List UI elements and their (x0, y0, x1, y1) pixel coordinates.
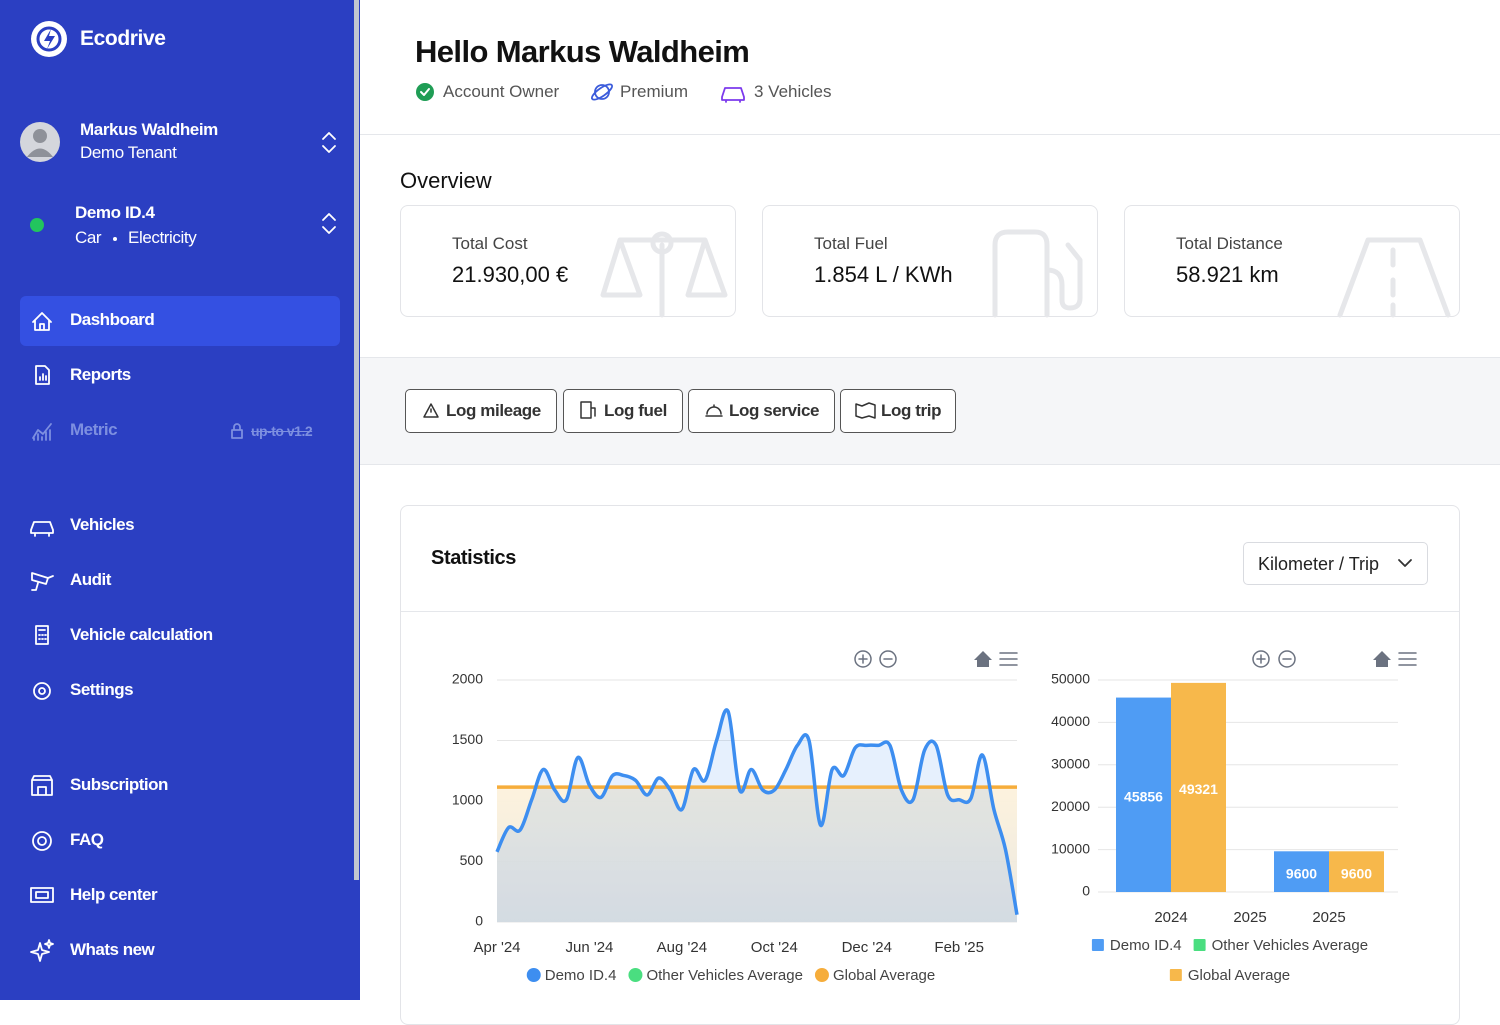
nav-item[interactable]: Subscription (20, 761, 340, 811)
nav-label: Whats new (70, 940, 155, 959)
card-label: Total Fuel (814, 234, 888, 253)
nav-label: Reports (70, 365, 131, 384)
sidebar: Ecodrive Markus Waldheim Demo Tenant Dem… (0, 0, 360, 1000)
y-tick-label: 10000 (1051, 840, 1090, 856)
legend-marker (1091, 939, 1104, 951)
card-label: Total Cost (452, 234, 528, 253)
nav-item-active[interactable]: Dashboard (20, 296, 340, 346)
legend-marker (814, 968, 829, 982)
bar (1329, 851, 1384, 892)
x-tick-label: 2025 (1233, 909, 1266, 926)
y-tick-label: 1000 (452, 792, 483, 808)
badge: 3 Vehicles (754, 82, 832, 101)
nav-label: Dashboard (70, 310, 155, 329)
nav-label: Help center (70, 885, 158, 904)
legend-label: Other Vehicles Average (646, 967, 803, 984)
y-tick-label: 20000 (1051, 798, 1090, 814)
nav-item[interactable]: FAQ (20, 816, 340, 866)
y-tick-label: 50000 (1051, 671, 1090, 687)
nav-label: Vehicle calculation (70, 625, 213, 644)
legend-marker (1169, 969, 1182, 981)
user-tenant: Demo Tenant (80, 143, 177, 162)
x-tick-label: Feb '25 (934, 939, 984, 956)
y-tick-label: 30000 (1051, 756, 1090, 772)
nav-item[interactable]: Audit (20, 556, 340, 606)
x-tick-label: 2025 (1312, 909, 1345, 926)
divider (401, 611, 1459, 612)
y-tick-label: 0 (475, 913, 483, 929)
brand: Ecodrive (80, 27, 166, 50)
card-value: 1.854 L / KWh (814, 262, 953, 287)
bar-value-label: 49321 (1179, 781, 1218, 797)
bar-value-label: 9600 (1341, 865, 1372, 881)
legend-label: Global Average (833, 967, 935, 984)
y-tick-label: 1500 (452, 731, 483, 747)
area-fill (497, 709, 1017, 922)
nav-item[interactable]: Whats new (20, 926, 340, 976)
vehicle-fuel: Electricity (128, 228, 197, 247)
legend-label: Other Vehicles Average (1212, 937, 1369, 954)
legend-marker (526, 968, 541, 982)
nav-item[interactable]: Vehicle calculation (20, 611, 340, 661)
x-tick-label: Apr '24 (473, 939, 520, 956)
x-tick-label: Jun '24 (565, 939, 613, 956)
legend-label: Demo ID.4 (545, 967, 617, 984)
nav-item[interactable]: Help center (20, 871, 340, 921)
legend-marker (628, 968, 643, 982)
y-tick-label: 2000 (452, 671, 483, 687)
statistics-title: Statistics (431, 547, 516, 569)
section-title: Overview (400, 168, 492, 193)
card-label: Total Distance (1176, 234, 1283, 253)
bar-value-label: 9600 (1286, 865, 1317, 881)
vehicle-name[interactable]: Demo ID.4 (75, 203, 155, 222)
nav-label: Metric (70, 420, 118, 439)
charts: 0 500 1000 1500 2000 Apr '24 Jun '24 Aug '24 Oct… (452, 671, 1398, 984)
area-fill (497, 787, 1017, 922)
y-tick-label: 500 (460, 852, 484, 868)
metric-select[interactable]: Kilometer / Trip (1243, 542, 1428, 585)
card-value: 58.921 km (1176, 262, 1279, 287)
divider (360, 134, 1500, 135)
nav-item[interactable]: Reports (20, 351, 340, 401)
y-tick-label: 40000 (1051, 713, 1090, 729)
badge: Premium (620, 82, 689, 101)
badge: Account Owner (443, 82, 560, 101)
nav-item[interactable]: Settings (20, 666, 340, 716)
x-tick-label: Dec '24 (842, 939, 892, 956)
bar-value-label: 45856 (1124, 788, 1163, 804)
legend-label: Global Average (1188, 967, 1290, 984)
nav-label: FAQ (70, 830, 104, 849)
legend-marker (1193, 939, 1206, 951)
vehicle-type: Car (75, 228, 102, 247)
bar (1274, 851, 1329, 892)
nav-badge: up-to v1.2 (251, 423, 313, 439)
bar (1171, 682, 1226, 892)
legend-label: Demo ID.4 (1110, 937, 1182, 954)
action-button[interactable]: Log service (688, 389, 835, 433)
series-line (495, 708, 1019, 916)
x-tick-label: Aug '24 (657, 939, 707, 956)
nav-label: Audit (70, 570, 111, 589)
y-tick-label: 0 (1082, 883, 1090, 899)
x-tick-label: 2024 (1154, 909, 1187, 926)
bar (1116, 697, 1171, 892)
nav-item[interactable]: Vehicles (20, 501, 340, 551)
user-name[interactable]: Markus Waldheim (80, 120, 218, 139)
greeting: Hello Markus Waldheim (415, 34, 750, 69)
nav-label: Subscription (70, 775, 168, 794)
nav-label: Vehicles (70, 515, 135, 534)
card-value: 21.930,00 € (452, 262, 569, 287)
x-tick-label: Oct '24 (751, 939, 798, 956)
nav-item-disabled: Metric up-to v1.2 (20, 406, 340, 456)
nav-label: Settings (70, 680, 134, 699)
